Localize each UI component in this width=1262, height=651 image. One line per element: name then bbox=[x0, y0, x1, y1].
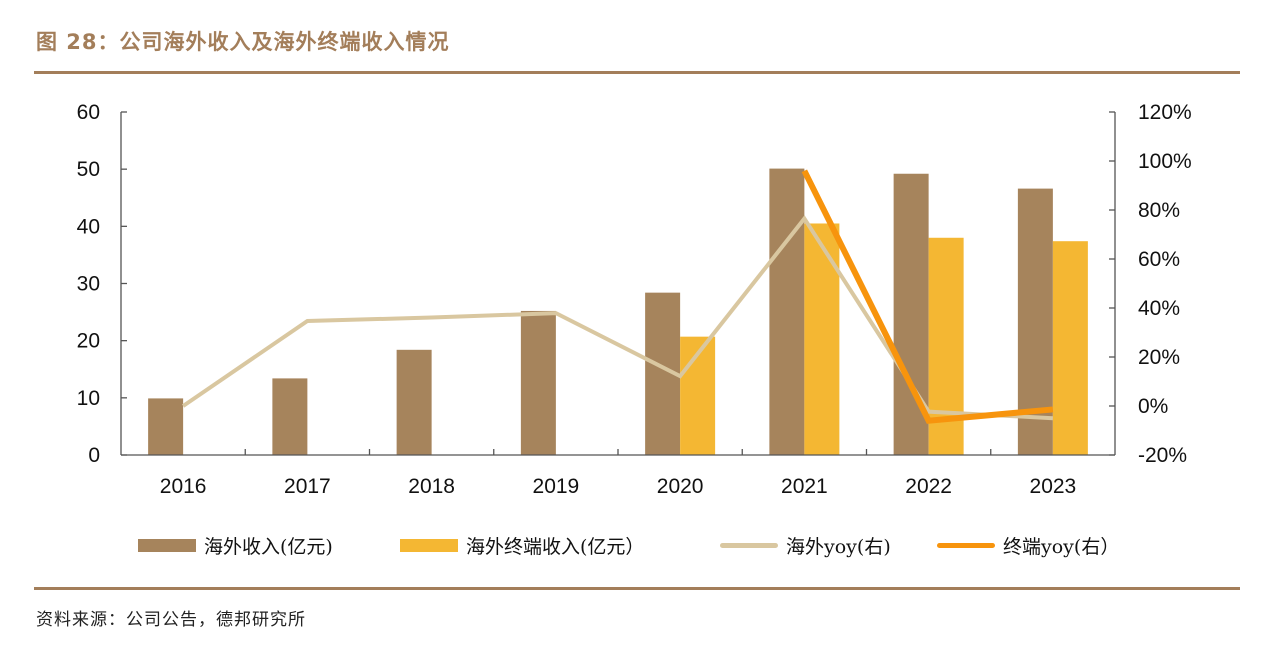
x-axis-tick-label: 2022 bbox=[905, 475, 952, 498]
right-axis-tick-label: -20% bbox=[1138, 444, 1187, 467]
x-axis-tick-label: 2021 bbox=[781, 475, 828, 498]
legend-item-overseas-terminal-revenue: 海外终端收入(亿元） bbox=[400, 530, 644, 560]
legend-swatch-terminal-yoy bbox=[937, 542, 995, 548]
legend-swatch-overseas-terminal-revenue bbox=[400, 538, 458, 552]
x-axis-tick-label: 2018 bbox=[408, 475, 455, 498]
source-note: 资料来源：公司公告，德邦研究所 bbox=[36, 610, 306, 630]
left-axis-tick-label: 40 bbox=[77, 215, 100, 238]
x-axis-tick-label: 2019 bbox=[533, 475, 580, 498]
right-axis-tick-label: 100% bbox=[1138, 150, 1192, 173]
right-axis-tick-label: 60% bbox=[1138, 248, 1180, 271]
line-series bbox=[181, 169, 1054, 424]
legend-swatch-overseas-yoy bbox=[720, 542, 778, 548]
left-axis-tick-label: 0 bbox=[88, 444, 100, 467]
x-axis-tick-label: 2020 bbox=[657, 475, 704, 498]
x-axis-tick-label: 2016 bbox=[160, 475, 207, 498]
right-axis-tick-label: 40% bbox=[1138, 297, 1180, 320]
legend-item-overseas-yoy: 海外yoy(右) bbox=[720, 530, 891, 560]
legend-label: 终端yoy(右） bbox=[1003, 535, 1120, 558]
legend-label: 海外yoy(右) bbox=[786, 535, 891, 558]
right-axis-tick-label: 120% bbox=[1138, 101, 1192, 124]
title-divider bbox=[34, 71, 1240, 74]
legend-label: 海外终端收入(亿元） bbox=[466, 535, 645, 558]
right-axis-tick-label: 20% bbox=[1138, 346, 1180, 369]
left-axis-tick-label: 10 bbox=[77, 387, 100, 410]
bar-overseas-terminal-revenue bbox=[804, 223, 840, 455]
bar-overseas-terminal-revenue bbox=[1052, 241, 1088, 455]
combo-chart: 0 10 20 30 40 50 60 -20% 0% 20% 40% 60% 80% 100% 120%… bbox=[77, 101, 1192, 498]
figure-title: 图 28：公司海外收入及海外终端收入情况 bbox=[36, 30, 450, 54]
bar-series bbox=[148, 168, 1088, 456]
x-axis-tick-label: 2023 bbox=[1030, 475, 1077, 498]
right-y-axis: -20% 0% 20% 40% 60% 80% 100% 120% bbox=[1109, 101, 1192, 467]
right-axis-tick-label: 80% bbox=[1138, 199, 1180, 222]
x-axis-tick-label: 2017 bbox=[284, 475, 331, 498]
footer-divider bbox=[34, 587, 1240, 590]
bar-overseas-revenue bbox=[396, 349, 432, 455]
left-y-axis: 0 10 20 30 40 50 60 bbox=[77, 101, 127, 467]
legend-label: 海外收入(亿元) bbox=[204, 535, 333, 558]
bar-overseas-revenue bbox=[148, 398, 184, 455]
bar-overseas-revenue bbox=[272, 378, 308, 455]
legend-item-overseas-revenue: 海外收入(亿元) bbox=[138, 530, 333, 560]
legend-item-terminal-yoy: 终端yoy(右） bbox=[937, 530, 1119, 560]
left-axis-tick-label: 20 bbox=[77, 330, 100, 353]
legend: 海外收入(亿元) 海外终端收入(亿元） 海外yoy(右) 终端yoy(右） bbox=[0, 530, 1262, 560]
left-axis-tick-label: 30 bbox=[77, 273, 100, 296]
left-axis-tick-label: 60 bbox=[77, 101, 100, 124]
x-axis: 2016 2017 2018 2019 2020 2021 2022 2023 bbox=[121, 449, 1115, 498]
bar-overseas-revenue bbox=[520, 310, 556, 455]
legend-swatch-overseas-revenue bbox=[138, 538, 196, 552]
right-axis-tick-label: 0% bbox=[1138, 395, 1168, 418]
bar-overseas-revenue bbox=[769, 168, 805, 455]
left-axis-tick-label: 50 bbox=[77, 158, 100, 181]
